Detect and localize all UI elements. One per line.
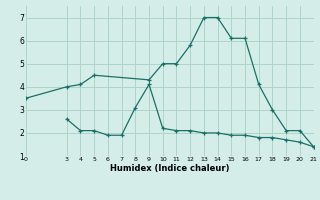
X-axis label: Humidex (Indice chaleur): Humidex (Indice chaleur): [110, 164, 229, 173]
